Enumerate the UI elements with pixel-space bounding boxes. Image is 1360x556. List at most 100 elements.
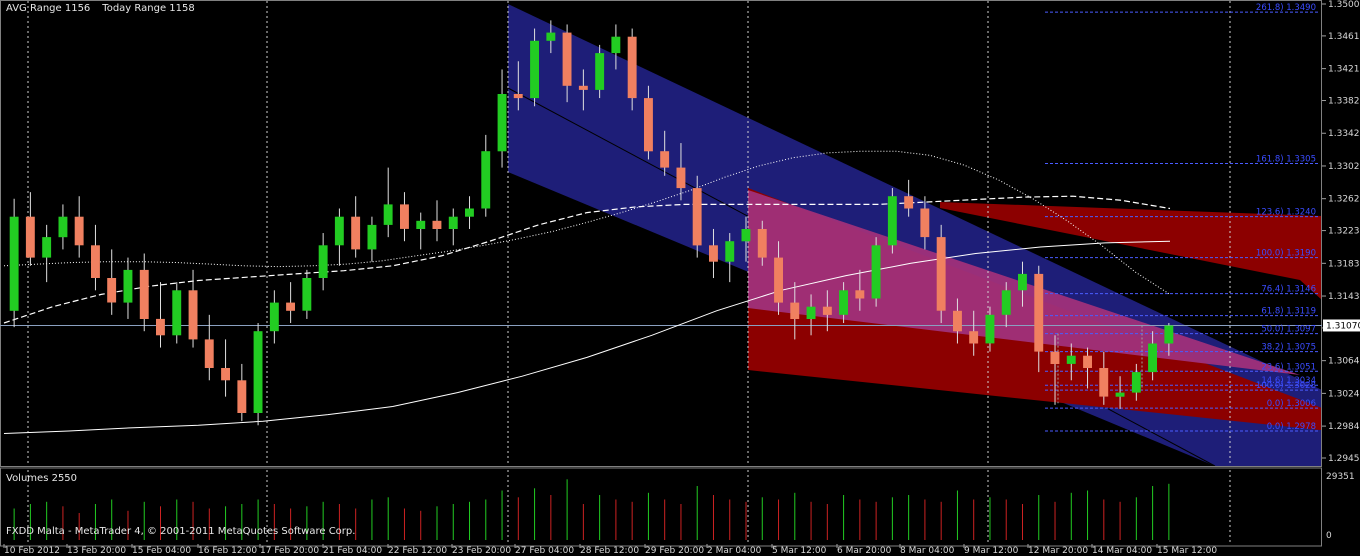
bull-candle <box>42 237 52 258</box>
price-panel-border <box>0 0 1322 467</box>
today-range-label: Today Range 1158 <box>102 3 195 14</box>
moving-average-solid <box>3 240 1171 434</box>
price-tick-label: 1.31430 <box>1328 292 1360 302</box>
price-tick-label: 1.30240 <box>1328 389 1360 399</box>
bear-candle <box>25 216 35 258</box>
time-tick-label: 23 Feb 20:00 <box>452 546 511 556</box>
time-tick-label: 29 Feb 20:00 <box>645 546 704 556</box>
price-tick-label: 1.34210 <box>1328 65 1360 75</box>
bull-candle <box>1131 372 1141 393</box>
bull-candle <box>1001 290 1011 315</box>
bear-candle <box>904 196 914 209</box>
bear-candle <box>351 216 361 250</box>
bear-candle <box>969 331 979 344</box>
current-price-marker <box>1323 319 1360 332</box>
bear-candle <box>562 32 572 86</box>
bull-candle <box>806 306 816 319</box>
bull-candle <box>530 40 539 99</box>
regression-channel-red-upper <box>940 202 1322 300</box>
bear-candle <box>237 380 247 413</box>
avg-range-label: AVG Range 1156 <box>6 3 91 14</box>
bull-candle <box>9 216 19 311</box>
bear-candle <box>822 306 832 315</box>
bear-candle <box>676 167 686 189</box>
platform-footer: FXDD Malta - MetaTrader 4, © 2001-2011 M… <box>6 526 356 537</box>
bull-candle <box>595 53 605 90</box>
bear-candle <box>855 290 865 299</box>
bull-candle <box>481 151 491 209</box>
bear-candle <box>774 257 783 303</box>
price-tick-label: 1.31830 <box>1328 259 1360 269</box>
fib-label: 161.8) 1.3305 <box>1256 155 1316 165</box>
bull-candle <box>725 241 735 262</box>
time-tick-label: 16 Feb 12:00 <box>198 546 257 556</box>
volume-panel-border <box>0 467 1322 547</box>
candlesticks <box>9 20 1174 426</box>
price-tick-label: 1.29840 <box>1328 422 1360 432</box>
price-tick-label: 1.33420 <box>1328 129 1360 139</box>
bear-candle <box>790 302 800 319</box>
fib-label: 14.6) 1.3034 <box>1261 376 1316 386</box>
time-tick-label: 10 Feb 2012 <box>4 546 60 556</box>
time-tick-label: 14 Mar 04:00 <box>1092 546 1152 556</box>
time-tick-label: 15 Feb 04:00 <box>132 546 191 556</box>
price-tick-label: 1.32230 <box>1328 227 1360 237</box>
time-tick-label: 9 Mar 12:00 <box>964 546 1019 556</box>
bull-candle <box>334 216 344 246</box>
bull-candle <box>302 278 312 311</box>
bear-candle <box>139 269 149 319</box>
time-tick-label: 6 Mar 20:00 <box>837 546 892 556</box>
time-tick-label: 13 Feb 20:00 <box>67 546 126 556</box>
chart-axes: 1.35000 1.34610 1.34210 1.33820 1.33420 1.330… <box>3 0 1360 556</box>
bull-candle <box>839 290 848 315</box>
bull-candle <box>1018 273 1027 291</box>
bull-candle <box>1148 343 1157 373</box>
bull-candle <box>1066 355 1076 364</box>
fib-label: 100.0) 1.3190 <box>1256 249 1316 259</box>
time-tick-label: 22 Feb 12:00 <box>388 546 447 556</box>
bear-candle <box>1099 368 1109 397</box>
volume-bars <box>13 479 1170 540</box>
chart-grid <box>0 0 1322 547</box>
bear-candle <box>578 85 588 90</box>
time-tick-label: 5 Mar 12:00 <box>772 546 827 556</box>
bear-candle <box>74 216 84 246</box>
bear-candle <box>513 94 523 99</box>
time-tick-label: 21 Feb 04:00 <box>323 546 382 556</box>
price-tick-label: 1.32620 <box>1328 195 1360 205</box>
volume-scale-bottom: 0 <box>1326 531 1332 541</box>
bull-candle <box>367 224 377 250</box>
chart-header: AVG Range 1156 Today Range 1158 <box>6 3 207 14</box>
bull-candle <box>1115 392 1125 397</box>
bear-candle <box>91 245 100 278</box>
price-tick-label: 1.33820 <box>1328 97 1360 107</box>
bull-candle <box>253 331 263 413</box>
bull-candle <box>546 32 556 41</box>
fib-label: 0.0) 1.2978 <box>1267 422 1316 432</box>
fib-label: 261.8) 1.3490 <box>1256 3 1316 13</box>
bull-candle <box>1164 325 1174 344</box>
bear-candle <box>709 245 718 262</box>
bear-candle <box>936 237 946 311</box>
bear-candle <box>920 208 930 238</box>
bear-candle <box>204 339 214 368</box>
bull-candle <box>985 314 995 344</box>
bull-candle <box>448 216 458 229</box>
bear-candle <box>156 318 165 336</box>
bear-candle <box>953 310 962 332</box>
bear-candle <box>757 229 767 258</box>
bear-candle <box>627 36 637 99</box>
bull-candle <box>497 94 507 152</box>
bear-candle <box>692 188 702 246</box>
fib-label: 0.0) 1.3006 <box>1267 399 1316 409</box>
time-tick-label: 8 Mar 04:00 <box>900 546 955 556</box>
fib-label: 123.6) 1.3240 <box>1256 208 1316 218</box>
price-tick-label: 1.34610 <box>1328 32 1360 42</box>
bear-candle <box>400 204 409 229</box>
time-tick-label: 12 Mar 20:00 <box>1028 546 1088 556</box>
time-tick-label: 27 Feb 04:00 <box>515 546 574 556</box>
price-tick-label: 1.35000 <box>1328 0 1360 10</box>
bull-candle <box>416 220 426 229</box>
fib-label: 61.8) 1.3119 <box>1261 307 1316 317</box>
